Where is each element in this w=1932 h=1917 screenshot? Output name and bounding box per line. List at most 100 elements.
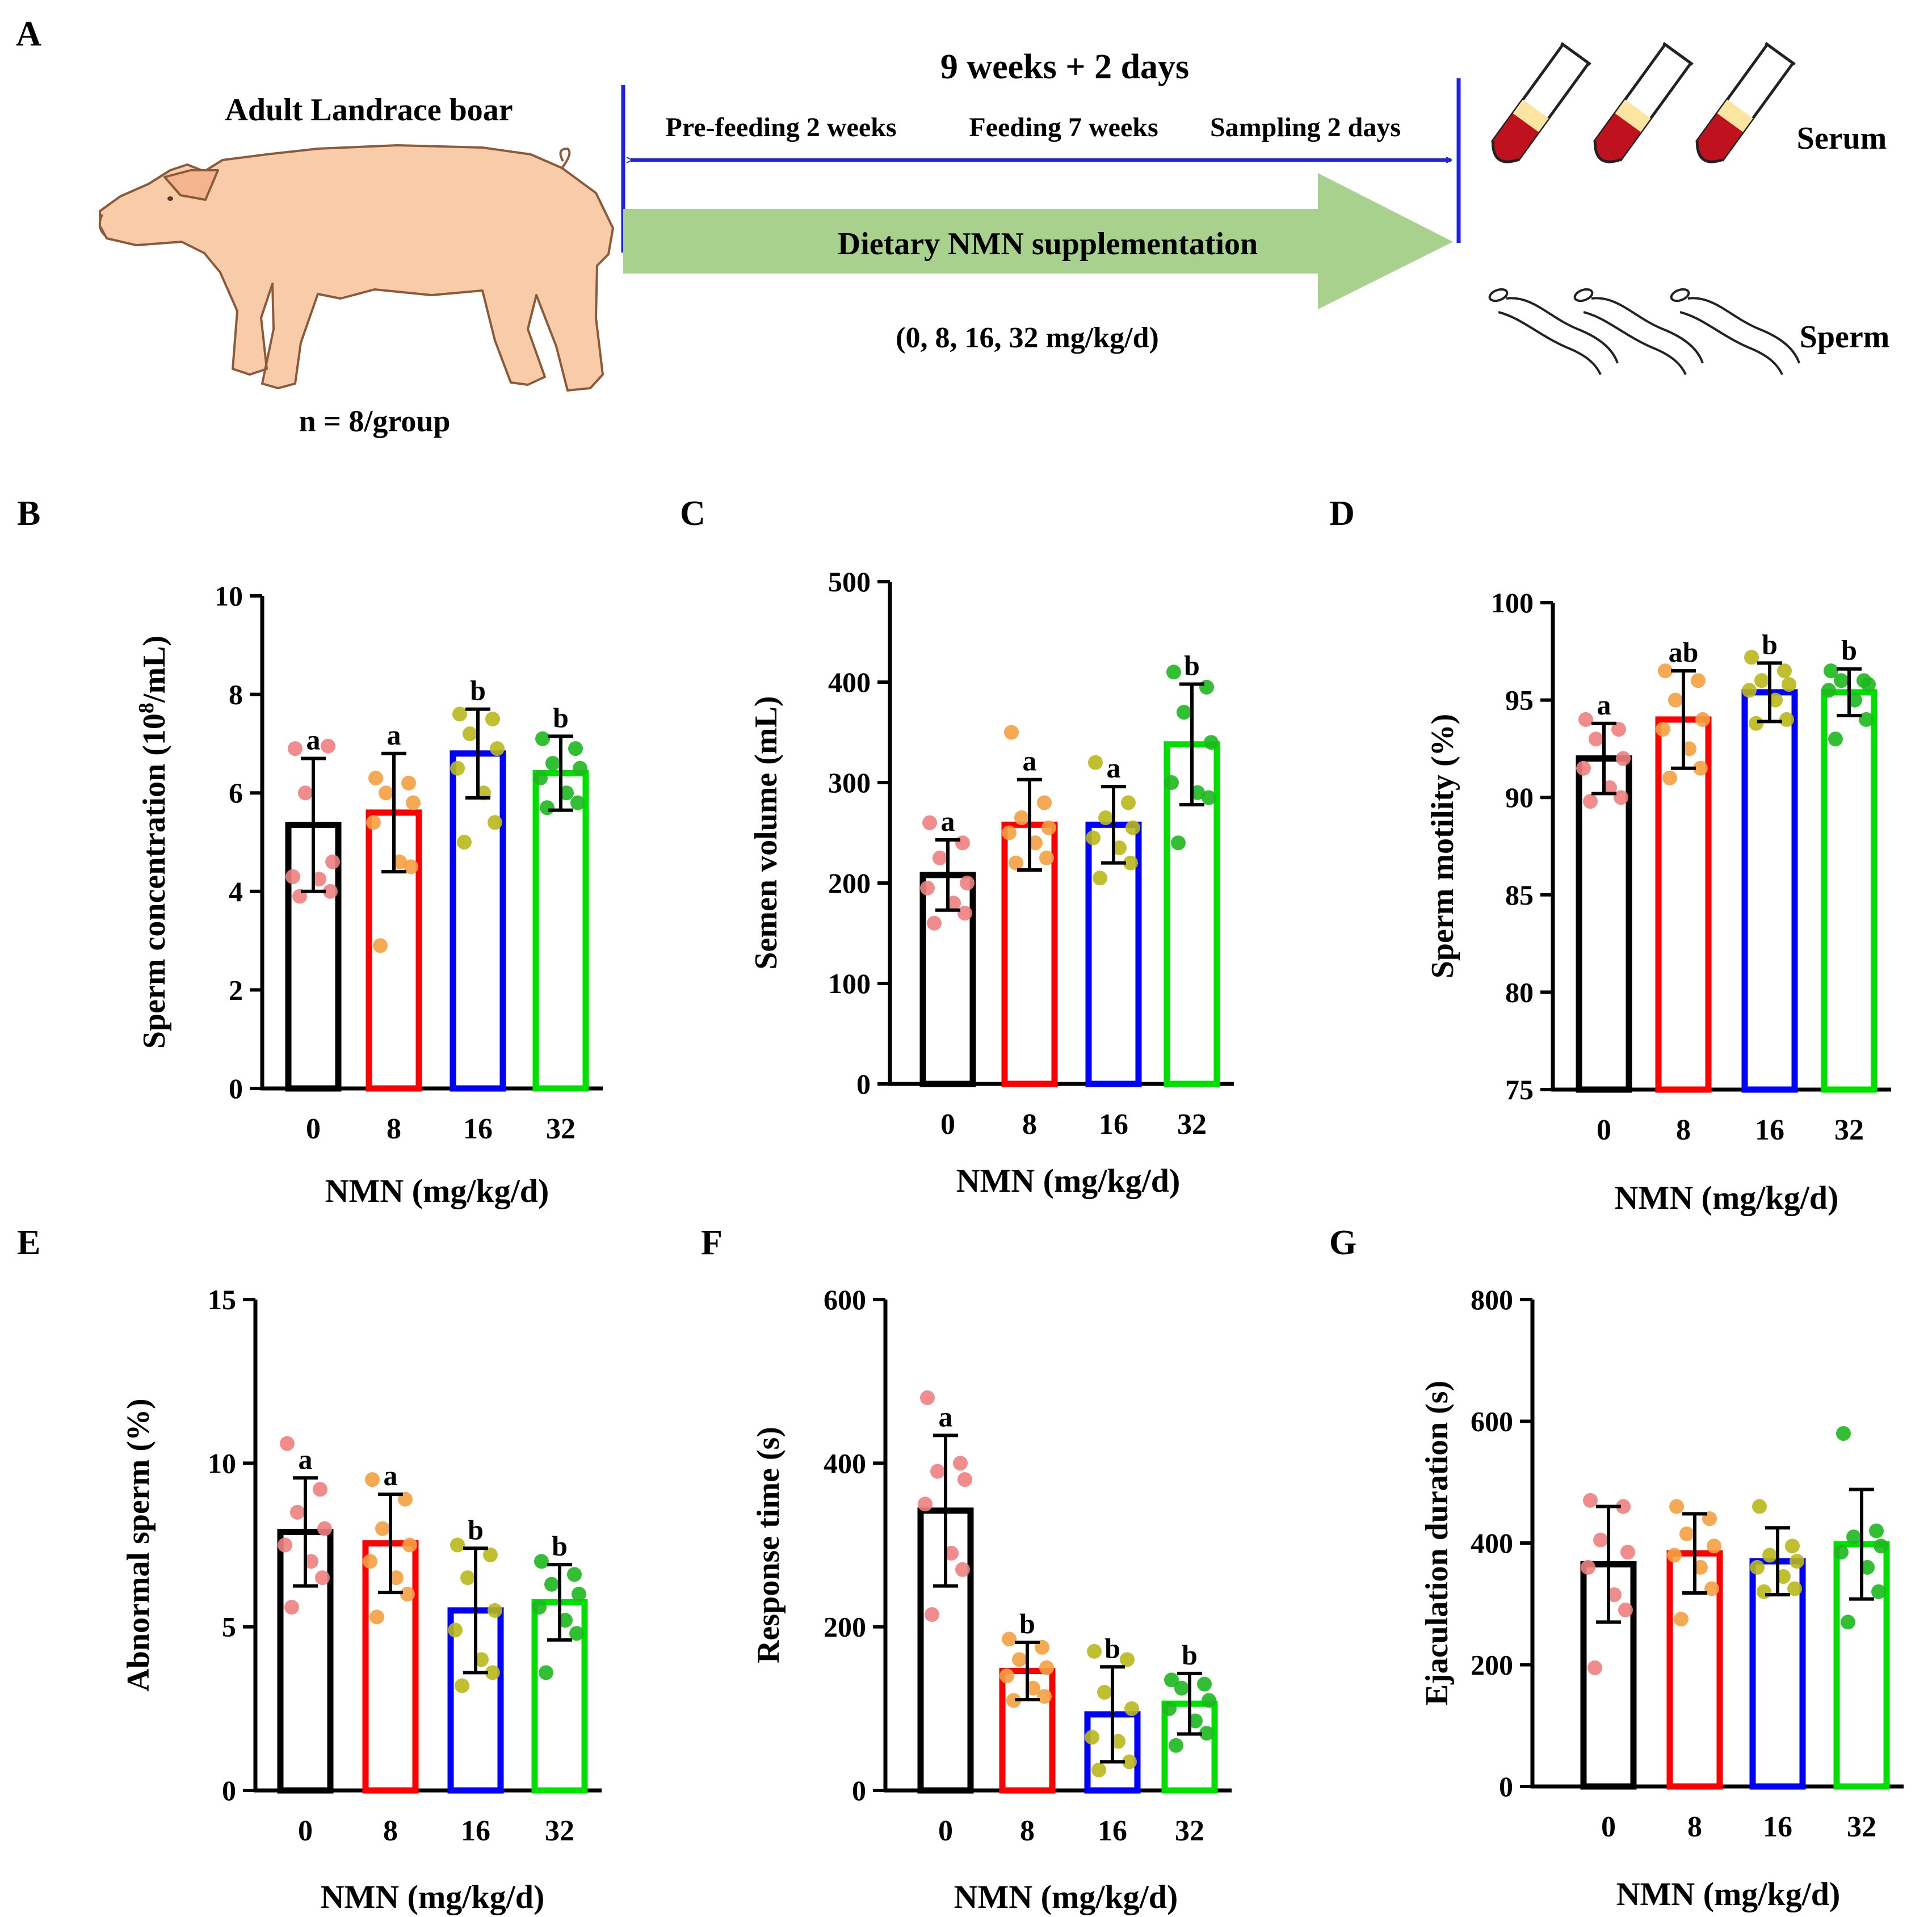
x-tick-label: 32 xyxy=(1177,1108,1207,1141)
data-point xyxy=(1707,1538,1721,1554)
y-tick-label: 90 xyxy=(1505,781,1534,813)
y-tick-label: 400 xyxy=(828,666,871,698)
significance-letter: a xyxy=(384,1460,398,1491)
data-point xyxy=(1787,1581,1802,1596)
data-point xyxy=(455,1678,469,1693)
data-point xyxy=(1009,855,1023,871)
data-point xyxy=(999,1668,1014,1684)
data-point xyxy=(298,785,313,801)
data-point xyxy=(1199,1726,1214,1741)
data-point xyxy=(1587,1660,1602,1675)
y-tick-label: 500 xyxy=(828,566,871,598)
data-point xyxy=(946,896,961,911)
data-point xyxy=(368,771,383,786)
data-point xyxy=(1583,1493,1598,1508)
y-tick-label: 200 xyxy=(1471,1649,1513,1681)
panel-label: D xyxy=(1329,494,1355,533)
data-point xyxy=(373,938,388,953)
data-point xyxy=(1782,677,1796,692)
data-point xyxy=(1093,871,1107,886)
data-point xyxy=(1602,780,1617,796)
sperm-label: Sperm xyxy=(1800,320,1890,355)
x-tick-label: 16 xyxy=(1763,1811,1792,1843)
y-tick-label: 200 xyxy=(828,867,871,899)
data-point xyxy=(1088,755,1103,770)
data-point xyxy=(278,1537,292,1553)
x-tick-label: 8 xyxy=(387,1113,401,1145)
data-point xyxy=(366,815,381,830)
significance-letter: a xyxy=(1107,752,1121,784)
data-point xyxy=(406,795,421,810)
bar xyxy=(450,750,506,1092)
data-point xyxy=(535,731,550,746)
x-tick-label: 32 xyxy=(545,1815,574,1847)
data-point xyxy=(450,1537,465,1553)
panel-label: G xyxy=(1329,1224,1356,1262)
data-point xyxy=(1658,663,1673,679)
significance-letter: a xyxy=(1597,689,1611,721)
bar xyxy=(1821,689,1878,1093)
data-point xyxy=(1828,732,1843,747)
significance-letter: a xyxy=(1023,745,1037,777)
data-point xyxy=(379,785,393,801)
n-per-group: n = 8/group xyxy=(299,404,451,438)
data-point xyxy=(1581,1559,1595,1575)
data-point xyxy=(1578,712,1593,727)
data-point xyxy=(1589,732,1603,747)
significance-letter: b xyxy=(553,701,569,733)
data-point xyxy=(490,741,505,756)
data-point xyxy=(290,1504,305,1520)
y-tick-label: 85 xyxy=(1505,879,1534,911)
data-point xyxy=(1871,1584,1886,1599)
bar xyxy=(532,770,589,1092)
y-tick-label: 100 xyxy=(1491,587,1534,619)
data-point xyxy=(1112,840,1127,856)
data-point xyxy=(401,775,416,791)
data-point xyxy=(284,1600,299,1615)
data-point xyxy=(457,835,472,850)
data-point xyxy=(953,1456,968,1471)
data-point xyxy=(925,1607,939,1622)
data-point xyxy=(1847,692,1862,708)
y-tick-label: 0 xyxy=(222,1775,236,1806)
data-point xyxy=(1752,1499,1767,1514)
serum-tubes xyxy=(1490,41,1796,163)
sperm-cell-2 xyxy=(1573,288,1704,375)
data-point xyxy=(363,1554,377,1569)
data-point xyxy=(452,707,467,722)
dose-list: (0, 8, 16, 32 mg/kg/d) xyxy=(896,322,1159,354)
y-tick-label: 75 xyxy=(1505,1074,1534,1105)
data-point xyxy=(1197,1676,1212,1692)
data-point xyxy=(1749,716,1763,731)
pig-ear xyxy=(163,169,219,201)
data-point xyxy=(955,835,970,851)
data-point xyxy=(389,1570,404,1586)
data-point xyxy=(321,738,335,754)
data-point xyxy=(1614,790,1628,805)
data-point xyxy=(960,876,975,890)
data-point xyxy=(448,1622,463,1638)
y-tick-label: 2 xyxy=(229,974,243,1006)
data-point xyxy=(1583,794,1598,809)
data-point xyxy=(1611,722,1626,737)
data-point xyxy=(1121,795,1136,810)
data-point xyxy=(1695,712,1710,727)
data-point xyxy=(1777,663,1792,679)
y-axis-label: Semen volume (mL) xyxy=(749,696,784,969)
duration-label: 9 weeks + 2 days xyxy=(940,48,1189,86)
data-point xyxy=(533,771,548,786)
data-point xyxy=(392,854,407,869)
x-axis-label: NMN (mg/kg/d) xyxy=(321,1878,545,1915)
serum-tube-2 xyxy=(1593,41,1694,163)
data-point xyxy=(1668,692,1683,708)
data-point xyxy=(1026,1680,1040,1696)
data-point xyxy=(485,712,500,726)
data-point xyxy=(1177,705,1191,720)
serum-tube-1 xyxy=(1490,41,1591,163)
serum-tube-3 xyxy=(1695,41,1796,163)
data-point xyxy=(1169,1738,1183,1753)
data-point xyxy=(573,760,587,776)
data-point xyxy=(488,815,502,830)
